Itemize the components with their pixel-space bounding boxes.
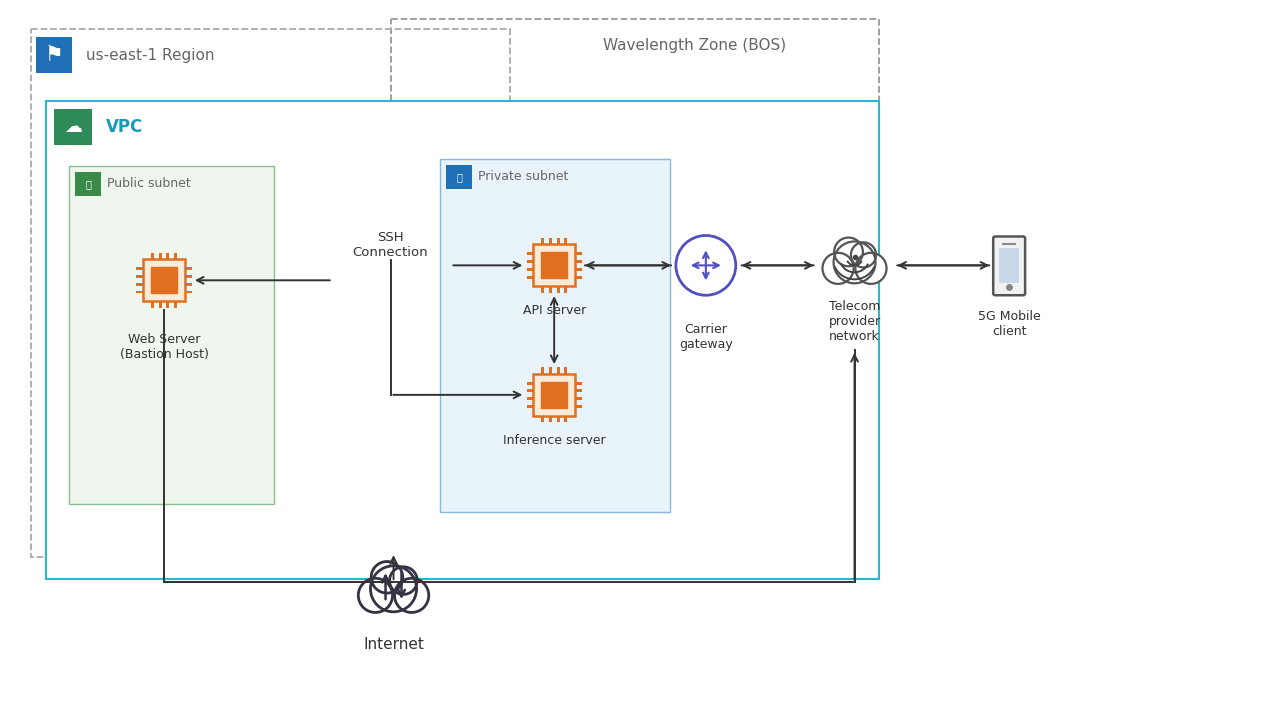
- Bar: [575, 268, 581, 271]
- Text: Telecom
provider
network: Telecom provider network: [828, 300, 881, 343]
- Bar: [556, 286, 560, 293]
- Bar: [549, 367, 551, 374]
- Bar: [575, 397, 581, 400]
- Bar: [556, 367, 560, 374]
- Bar: [440, 159, 670, 513]
- Bar: [822, 256, 887, 280]
- Bar: [549, 238, 551, 244]
- Bar: [54, 109, 92, 145]
- Bar: [150, 253, 154, 259]
- Text: SSH
Connection: SSH Connection: [353, 231, 428, 259]
- Bar: [137, 275, 143, 278]
- Text: 5G Mobile
client: 5G Mobile client: [978, 310, 1040, 338]
- Bar: [527, 389, 533, 393]
- Text: Wavelength Zone (BOS): Wavelength Zone (BOS): [603, 38, 786, 52]
- FancyBboxPatch shape: [994, 236, 1025, 295]
- Bar: [575, 276, 581, 279]
- Bar: [527, 276, 533, 279]
- Bar: [32, 29, 511, 557]
- Text: us-east-1 Region: us-east-1 Region: [86, 47, 215, 62]
- Bar: [541, 253, 568, 279]
- Circle shape: [389, 567, 417, 595]
- Bar: [76, 172, 101, 195]
- Bar: [575, 405, 581, 408]
- Circle shape: [851, 243, 876, 268]
- Bar: [527, 260, 533, 263]
- Bar: [137, 291, 143, 294]
- Bar: [527, 405, 533, 408]
- Bar: [174, 302, 177, 308]
- Bar: [150, 267, 177, 293]
- Circle shape: [370, 566, 417, 612]
- Text: Inference server: Inference server: [503, 434, 605, 447]
- Circle shape: [823, 253, 853, 284]
- Bar: [174, 253, 177, 259]
- Bar: [565, 416, 568, 422]
- Bar: [575, 382, 581, 385]
- Text: Web Server
(Bastion Host): Web Server (Bastion Host): [120, 333, 209, 361]
- Bar: [533, 374, 575, 416]
- Bar: [167, 253, 169, 259]
- Bar: [37, 37, 72, 73]
- Bar: [565, 367, 568, 374]
- Bar: [527, 382, 533, 385]
- Bar: [527, 397, 533, 400]
- Bar: [358, 582, 430, 609]
- Bar: [137, 283, 143, 286]
- Bar: [150, 302, 154, 308]
- Bar: [159, 302, 162, 308]
- Text: API server: API server: [522, 304, 585, 317]
- Bar: [527, 268, 533, 271]
- Bar: [185, 291, 192, 294]
- Bar: [541, 382, 568, 408]
- Text: ⚑: ⚑: [46, 45, 63, 65]
- Text: VPC: VPC: [106, 118, 143, 136]
- Text: 🔒: 🔒: [456, 172, 463, 182]
- Bar: [143, 259, 185, 302]
- Bar: [541, 286, 544, 293]
- Text: 🔒: 🔒: [85, 179, 91, 189]
- Circle shape: [372, 561, 403, 593]
- Bar: [541, 367, 544, 374]
- Bar: [556, 416, 560, 422]
- Circle shape: [358, 578, 393, 612]
- Bar: [167, 302, 169, 308]
- Circle shape: [833, 241, 876, 284]
- Text: Public subnet: Public subnet: [107, 177, 191, 190]
- Circle shape: [856, 253, 886, 284]
- Bar: [549, 286, 551, 293]
- Bar: [565, 238, 568, 244]
- Bar: [549, 416, 551, 422]
- Bar: [541, 238, 544, 244]
- Bar: [575, 252, 581, 255]
- Bar: [575, 389, 581, 393]
- Text: Internet: Internet: [363, 637, 423, 652]
- Bar: [556, 238, 560, 244]
- Bar: [159, 253, 162, 259]
- Bar: [47, 101, 880, 579]
- Circle shape: [394, 578, 428, 612]
- Text: Carrier
gateway: Carrier gateway: [679, 323, 733, 351]
- Bar: [999, 248, 1019, 284]
- Bar: [533, 244, 575, 286]
- Text: Private subnet: Private subnet: [478, 170, 569, 183]
- Bar: [70, 166, 274, 505]
- Bar: [541, 416, 544, 422]
- Bar: [527, 252, 533, 255]
- Bar: [565, 286, 568, 293]
- Bar: [185, 267, 192, 270]
- Bar: [575, 260, 581, 263]
- Bar: [185, 275, 192, 278]
- Text: ☁: ☁: [64, 118, 82, 136]
- Bar: [137, 267, 143, 270]
- Circle shape: [676, 236, 736, 295]
- Bar: [185, 283, 192, 286]
- Bar: [391, 19, 880, 572]
- Circle shape: [834, 238, 863, 266]
- Bar: [446, 164, 473, 189]
